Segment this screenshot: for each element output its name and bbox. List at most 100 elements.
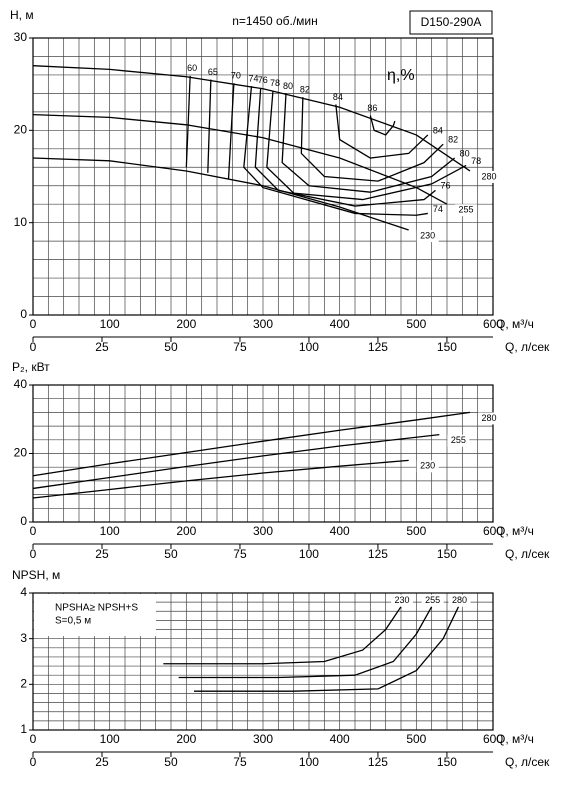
x2-tick-label: 75 bbox=[233, 755, 247, 769]
curve bbox=[32, 434, 440, 490]
efficiency-contour bbox=[281, 93, 456, 193]
x2-tick-label: 100 bbox=[299, 547, 319, 561]
y-tick-label: 20 bbox=[14, 123, 28, 137]
curve bbox=[32, 157, 409, 231]
efficiency-contour bbox=[335, 104, 429, 159]
y-tick-label: 1 bbox=[20, 722, 27, 736]
x-tick-label: 600 bbox=[483, 524, 503, 538]
curve-label: 230 bbox=[420, 230, 435, 240]
efficiency-label: 82 bbox=[300, 84, 310, 94]
curve-label: 280 bbox=[452, 595, 467, 605]
x-tick-label: 500 bbox=[406, 732, 426, 746]
curve bbox=[163, 606, 402, 665]
efficiency-label: 82 bbox=[448, 135, 458, 145]
x-tick-label: 0 bbox=[30, 317, 37, 331]
curve-label: 255 bbox=[425, 595, 440, 605]
x-tick-label: 100 bbox=[100, 732, 120, 746]
x2-tick-label: 25 bbox=[95, 547, 109, 561]
x-tick-label: 600 bbox=[483, 732, 503, 746]
efficiency-contour bbox=[227, 83, 235, 180]
x2-axis-label: Q, л/сек bbox=[505, 340, 550, 354]
efficiency-contour bbox=[254, 87, 436, 207]
y-tick-label: 40 bbox=[14, 377, 28, 391]
model-box bbox=[409, 10, 493, 35]
y-tick-label: 3 bbox=[20, 631, 27, 645]
efficiency-label: 78 bbox=[270, 78, 280, 88]
curve-label: 255 bbox=[451, 435, 466, 445]
x-tick-label: 300 bbox=[253, 524, 273, 538]
curve-label: 230 bbox=[420, 461, 435, 471]
curve bbox=[194, 606, 460, 692]
y-tick-label: 0 bbox=[20, 514, 27, 528]
efficiency-contour bbox=[207, 79, 212, 173]
curve-label-bg bbox=[391, 594, 413, 607]
curve-label-bg bbox=[421, 594, 444, 607]
x-tick-label: 200 bbox=[176, 524, 196, 538]
efficiency-label: 76 bbox=[441, 181, 451, 191]
x2-tick-label: 25 bbox=[95, 755, 109, 769]
x2-tick-label: 50 bbox=[164, 755, 178, 769]
model-label: D150-290A bbox=[421, 15, 482, 29]
x2-tick-label: 75 bbox=[233, 547, 247, 561]
note-text: NPSHA≥ NPSH+S bbox=[55, 603, 138, 614]
efficiency-label: 80 bbox=[283, 81, 293, 91]
curve-label: 230 bbox=[394, 595, 409, 605]
x-axis-label: Q, м³/ч bbox=[496, 317, 534, 331]
x-tick-label: 500 bbox=[406, 524, 426, 538]
x2-tick-label: 100 bbox=[299, 755, 319, 769]
efficiency-contour bbox=[266, 90, 467, 201]
y-tick-label: 4 bbox=[20, 585, 27, 599]
curve bbox=[32, 411, 471, 477]
curve-label-bg bbox=[478, 170, 500, 183]
efficiency-label: 60 bbox=[187, 63, 197, 73]
x2-tick-label: 0 bbox=[30, 547, 37, 561]
note-text: S=0,5 м bbox=[55, 616, 91, 627]
efficiency-axis-label: η,% bbox=[387, 67, 415, 84]
x-tick-label: 400 bbox=[330, 317, 350, 331]
efficiency-label: 84 bbox=[333, 92, 343, 102]
efficiency-label: 86 bbox=[367, 103, 377, 113]
x-tick-label: 600 bbox=[483, 317, 503, 331]
plot-frame bbox=[32, 592, 494, 731]
curve-label: 280 bbox=[481, 171, 496, 181]
efficiency-label: 70 bbox=[231, 71, 241, 81]
x2-tick-label: 150 bbox=[437, 755, 457, 769]
efficiency-label: 80 bbox=[460, 148, 470, 158]
efficiency-contour bbox=[369, 115, 396, 136]
curve bbox=[32, 459, 409, 499]
y-tick-label: 0 bbox=[20, 307, 27, 321]
efficiency-contour bbox=[185, 75, 191, 168]
x-tick-label: 400 bbox=[330, 732, 350, 746]
x-tick-label: 300 bbox=[253, 732, 273, 746]
y-axis-label: NPSH, м bbox=[12, 568, 60, 582]
x2-axis-label: Q, л/сек bbox=[505, 547, 550, 561]
efficiency-label: 65 bbox=[208, 67, 218, 77]
chart-title: n=1450 об./мин bbox=[232, 14, 318, 28]
efficiency-contour bbox=[243, 85, 428, 216]
y-axis-label: P₂, кВт bbox=[12, 360, 50, 374]
curve bbox=[32, 65, 471, 172]
x-tick-label: 200 bbox=[176, 732, 196, 746]
curve-label-bg bbox=[416, 460, 439, 473]
curve-label-bg bbox=[448, 594, 471, 607]
x2-tick-label: 25 bbox=[95, 340, 109, 354]
curve-label-bg bbox=[447, 434, 470, 447]
x2-tick-label: 0 bbox=[30, 755, 37, 769]
curve-label: 280 bbox=[481, 413, 496, 423]
x-tick-label: 500 bbox=[406, 317, 426, 331]
x-axis-label: Q, м³/ч bbox=[496, 732, 534, 746]
y-tick-label: 30 bbox=[14, 30, 28, 44]
y-tick-label: 2 bbox=[20, 677, 27, 691]
curve-label: 255 bbox=[458, 205, 473, 215]
efficiency-label: 76 bbox=[258, 75, 268, 85]
curve bbox=[32, 113, 448, 205]
y-tick-label: 10 bbox=[14, 215, 28, 229]
efficiency-contour bbox=[300, 97, 444, 182]
x-tick-label: 100 bbox=[100, 524, 120, 538]
x2-tick-label: 50 bbox=[164, 547, 178, 561]
x2-axis-label: Q, л/сек bbox=[505, 755, 550, 769]
x2-tick-label: 50 bbox=[164, 340, 178, 354]
x-tick-label: 200 bbox=[176, 317, 196, 331]
